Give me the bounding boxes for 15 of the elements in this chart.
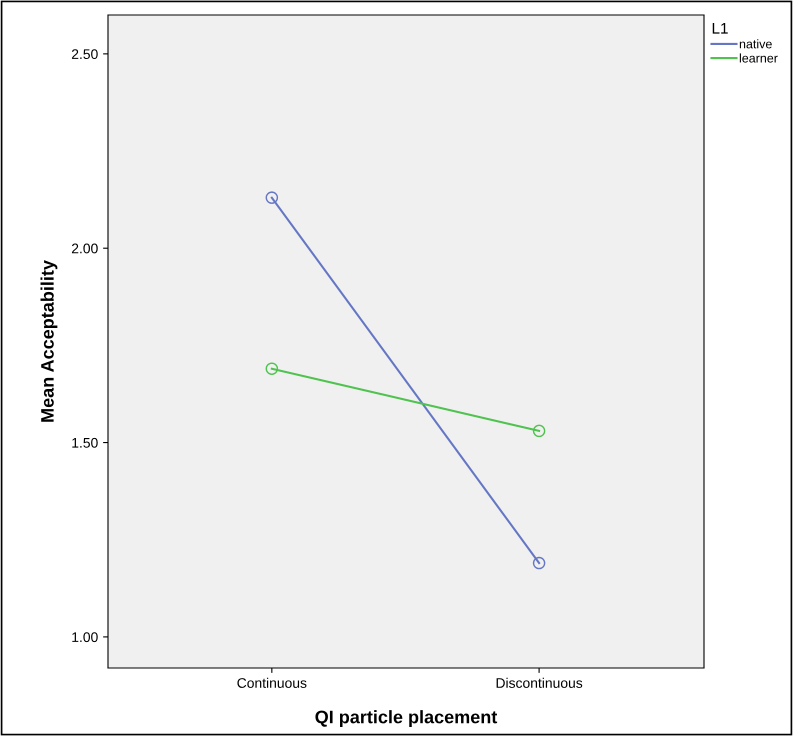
y-tick-label: 2.00 <box>72 244 98 254</box>
y-tick-label: 2.50 <box>72 49 98 60</box>
legend-label: native <box>740 39 772 48</box>
legend-label: learner <box>740 53 778 63</box>
x-axis-title: QI particle placement <box>315 710 498 727</box>
y-axis-title: Mean Acceptability <box>40 260 58 422</box>
y-tick-label: 1.00 <box>72 632 98 642</box>
point <box>532 424 546 438</box>
x-tick-label: Continuous <box>237 678 306 688</box>
point <box>532 556 546 570</box>
point <box>266 362 278 375</box>
y-tick-label: 1.50 <box>72 438 98 448</box>
point <box>266 191 278 204</box>
legend-title: L1 <box>712 23 728 34</box>
x-tick-label: Discontinuous <box>496 678 582 688</box>
